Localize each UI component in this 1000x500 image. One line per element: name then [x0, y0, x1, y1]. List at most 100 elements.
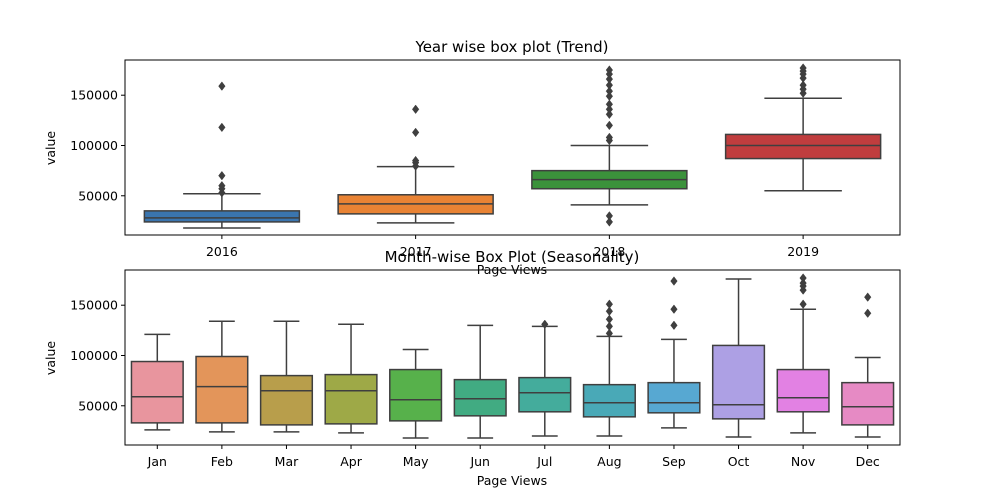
x-tick-label: Aug: [597, 454, 621, 469]
outlier-point: [605, 299, 613, 309]
iqr-box: [711, 344, 766, 420]
outlier-point: [605, 104, 613, 114]
x-tick-label: Mar: [275, 454, 299, 469]
outlier-point: [670, 320, 678, 331]
box-Jul: [518, 319, 572, 437]
chart-title: Month-wise Box Plot (Seasonality): [385, 248, 640, 266]
box-Aug: [582, 299, 636, 437]
year-box-marks: [143, 63, 882, 229]
iqr-box: [389, 368, 443, 422]
y-ticks: 50000 100000 150000: [70, 298, 125, 413]
outlier-point: [864, 292, 872, 302]
box-Mar: [259, 320, 314, 433]
outlier-point: [605, 328, 613, 339]
iqr-box: [841, 381, 895, 426]
x-tick-label: 2017: [400, 244, 432, 259]
x-ticks: 2016 2017 2018 2019: [206, 235, 819, 259]
outlier-point: [412, 127, 420, 138]
y-axis-label: value: [43, 131, 58, 165]
y-tick-label: 100000: [70, 348, 118, 363]
outlier-point: [605, 91, 613, 101]
x-tick-label: Dec: [856, 454, 880, 469]
outlier-point: [670, 304, 678, 314]
iqr-box: [143, 210, 301, 223]
outlier-point: [799, 63, 807, 73]
y-tick-label: 50000: [78, 188, 118, 203]
box-Nov: [776, 273, 830, 434]
outlier-point: [605, 217, 613, 227]
outlier-point: [218, 181, 226, 191]
outlier-point: [605, 132, 613, 143]
outlier-point: [670, 276, 678, 286]
outlier-point: [412, 104, 420, 114]
outlier-point: [218, 122, 226, 133]
chart-title: Year wise box plot (Trend): [415, 38, 609, 56]
x-tick-label: Jun: [469, 454, 490, 469]
outlier-point: [218, 170, 226, 181]
x-tick-label: 2018: [593, 244, 625, 259]
year-wise-panel: Year wise box plot (Trend) value Page Vi…: [43, 38, 901, 277]
iqr-box: [647, 381, 701, 414]
box-Feb: [195, 320, 249, 433]
outlier-point: [605, 99, 613, 109]
box-Dec: [841, 292, 895, 438]
x-tick-label: Apr: [340, 454, 362, 469]
plot-frame: [124, 59, 901, 236]
outlier-point: [605, 80, 613, 90]
box-Sep: [647, 276, 701, 429]
iqr-box: [453, 378, 507, 417]
box-Jan: [130, 333, 184, 431]
y-tick-label: 100000: [70, 138, 118, 153]
box-2018: [531, 65, 688, 227]
outlier-point: [605, 314, 613, 324]
iqr-box: [724, 133, 882, 160]
outlier-point: [605, 321, 613, 332]
y-ticks: 50000 100000 150000: [70, 88, 125, 203]
x-tick-label: Jul: [536, 454, 552, 469]
iqr-box: [195, 355, 249, 424]
y-tick-label: 50000: [78, 398, 118, 413]
iqr-box: [518, 376, 572, 413]
x-axis-label: Page Views: [477, 473, 547, 488]
outlier-point: [799, 80, 807, 90]
x-tick-label: Sep: [662, 454, 686, 469]
outlier-point: [799, 299, 807, 309]
outlier-point: [605, 211, 613, 221]
x-tick-label: Jan: [147, 454, 167, 469]
iqr-box: [776, 368, 830, 413]
outlier-point: [218, 81, 226, 91]
outlier-point: [799, 278, 807, 288]
box-Jun: [453, 324, 507, 439]
outlier-point: [541, 319, 549, 330]
iqr-box: [324, 373, 378, 425]
outlier-point: [605, 86, 613, 96]
iqr-box: [582, 383, 636, 418]
box-2016: [143, 81, 301, 229]
y-tick-label: 150000: [70, 298, 118, 313]
y-tick-label: 150000: [70, 88, 118, 103]
box-Apr: [324, 323, 378, 434]
iqr-box: [130, 360, 184, 424]
outlier-point: [605, 74, 613, 84]
outlier-point: [605, 65, 613, 75]
y-axis-label: value: [43, 341, 58, 375]
box-2017: [337, 104, 494, 224]
x-ticks: Jan Feb Mar Apr May Jun Jul Aug Sep Oct Nov Dec: [147, 445, 880, 469]
outlier-point: [605, 109, 613, 120]
outlier-point: [605, 120, 613, 131]
month-box-marks: [130, 273, 895, 439]
x-tick-label: May: [403, 454, 429, 469]
x-tick-label: Oct: [728, 454, 750, 469]
box-May: [389, 348, 443, 439]
x-tick-label: 2016: [206, 244, 238, 259]
plot-frame: [124, 269, 901, 446]
month-wise-panel: Month-wise Box Plot (Seasonality) value …: [43, 248, 901, 488]
outlier-point: [799, 273, 807, 283]
box-Oct: [711, 278, 766, 438]
x-tick-label: Feb: [211, 454, 233, 469]
x-tick-label: Nov: [791, 454, 816, 469]
x-tick-label: 2019: [787, 244, 819, 259]
box-2019: [724, 63, 882, 192]
iqr-box: [259, 374, 314, 426]
